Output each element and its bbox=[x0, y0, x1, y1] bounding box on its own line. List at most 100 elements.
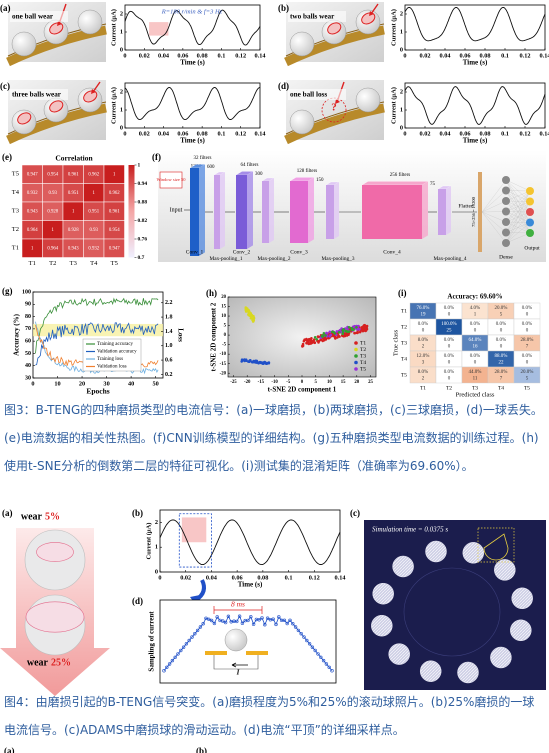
tsne-point bbox=[257, 361, 260, 365]
layer-side bbox=[220, 172, 225, 249]
row-label: T5 bbox=[12, 171, 19, 178]
cell-count: 0 bbox=[500, 345, 503, 350]
filters-label: 64 filters bbox=[241, 163, 259, 168]
tsne-point bbox=[309, 341, 312, 345]
tsne-point bbox=[329, 333, 333, 337]
sample-point bbox=[324, 662, 329, 666]
sim-ball bbox=[494, 559, 516, 581]
x-axis-label: Time (s) bbox=[463, 59, 488, 67]
arrow-head bbox=[369, 11, 374, 16]
cell-percent: 0.0% bbox=[470, 322, 480, 327]
tsne-point bbox=[328, 330, 332, 334]
x-tick-label: 0 bbox=[123, 52, 126, 59]
cell-value: 0.943 bbox=[27, 209, 38, 214]
cell-value: 0.961 bbox=[68, 172, 79, 177]
tsne-point bbox=[301, 344, 304, 348]
ball bbox=[11, 31, 37, 57]
y-tick-label: -10 bbox=[220, 352, 227, 357]
legend-label: T2 bbox=[360, 347, 366, 353]
y2-axis-label: Loss bbox=[176, 328, 184, 342]
arrow-head bbox=[91, 89, 96, 94]
tsne-point bbox=[312, 338, 316, 342]
figure-4-caption: 图4：由磨损引起的B-TENG信号突变。(a)磨损程度为5%和25%的滚动球照片… bbox=[4, 695, 535, 737]
y2-tick-label: 1.0 bbox=[165, 343, 173, 349]
panel-label: (b) bbox=[196, 746, 207, 753]
x-tick-label: 0 bbox=[301, 380, 304, 385]
cell-value: 1 bbox=[113, 172, 116, 177]
tsne-point bbox=[364, 329, 367, 333]
x-tick-label: 0.02 bbox=[139, 52, 150, 59]
cell-value: 0.943 bbox=[68, 246, 79, 251]
cell-count: 7 bbox=[500, 377, 503, 382]
cell-count: 0 bbox=[500, 329, 503, 334]
plot-frame bbox=[124, 82, 261, 129]
panel-caption: two balls wear bbox=[290, 13, 335, 21]
sim-ball bbox=[490, 646, 512, 669]
sample-point bbox=[207, 617, 211, 621]
wear-mark bbox=[327, 22, 342, 35]
dense-link bbox=[505, 190, 531, 223]
tsne-point bbox=[259, 360, 263, 364]
col-label: T1 bbox=[420, 385, 426, 391]
tsne-point bbox=[353, 331, 357, 335]
dense-node bbox=[502, 228, 510, 237]
flatten-bar bbox=[478, 172, 482, 252]
cell-percent: 88.0% bbox=[495, 354, 508, 359]
y-tick-label: 0 bbox=[224, 333, 227, 338]
plot-bg bbox=[227, 296, 377, 378]
highlight-box bbox=[477, 527, 515, 563]
tsne-point bbox=[333, 335, 337, 339]
tsne-point bbox=[360, 326, 364, 330]
window-size: Window size 50 bbox=[156, 177, 186, 182]
length-label: 300 bbox=[255, 172, 263, 177]
sample-point bbox=[321, 658, 326, 663]
cell-percent: 100.0% bbox=[441, 322, 456, 327]
sample-point bbox=[193, 631, 197, 636]
sample-point bbox=[187, 638, 191, 643]
x-tick-label: 0.04 bbox=[206, 574, 218, 581]
y-axis-label: Current (μA) bbox=[110, 9, 117, 46]
sample-point bbox=[282, 618, 287, 622]
cell-percent: 12.0% bbox=[417, 354, 430, 359]
legend-label: Validation loss bbox=[97, 365, 127, 370]
cell-count: 2 bbox=[422, 377, 425, 382]
y-tick-label: 60 bbox=[25, 339, 31, 345]
legend-label: T1 bbox=[360, 340, 366, 346]
sample-point bbox=[190, 635, 194, 639]
x-tick-label: 5 bbox=[315, 380, 318, 385]
x-axis-label: Predicted class bbox=[456, 391, 495, 398]
arrow-head bbox=[57, 21, 62, 26]
tsne-point bbox=[317, 341, 320, 344]
cell-percent: 20.0% bbox=[495, 306, 508, 311]
tsne-point bbox=[342, 328, 345, 331]
cell-value: 0.932 bbox=[88, 246, 99, 251]
panel-label: (a) bbox=[0, 3, 11, 13]
panel-label: (f) bbox=[152, 152, 161, 162]
x-tick-label: 0.08 bbox=[479, 52, 490, 59]
sample-point bbox=[265, 616, 270, 620]
sample-point bbox=[296, 628, 301, 633]
wear-mark bbox=[49, 100, 64, 113]
layer-front bbox=[214, 175, 220, 249]
y2-tick-label: 1.4 bbox=[165, 329, 173, 335]
tsne-point bbox=[305, 337, 308, 341]
y-axis-label: True class bbox=[392, 329, 399, 356]
col-label: T4 bbox=[90, 260, 98, 267]
colorbar-label: 1 bbox=[138, 162, 141, 168]
layer-side bbox=[247, 171, 253, 249]
tsne-point bbox=[319, 338, 322, 342]
cell-count: 0 bbox=[448, 345, 451, 350]
layer-side bbox=[446, 186, 451, 235]
tsne-point bbox=[310, 340, 314, 343]
ball bbox=[355, 87, 381, 113]
sample-point bbox=[327, 665, 331, 669]
col-label: T2 bbox=[49, 260, 56, 267]
layer-top bbox=[361, 181, 429, 186]
sim-ball bbox=[392, 555, 414, 578]
sample-point bbox=[313, 648, 317, 653]
cell-percent: 28.0% bbox=[495, 370, 508, 375]
x-tick-label: 10 bbox=[54, 380, 60, 387]
sample-point bbox=[310, 645, 315, 649]
x-tick-label: -10 bbox=[271, 380, 278, 385]
